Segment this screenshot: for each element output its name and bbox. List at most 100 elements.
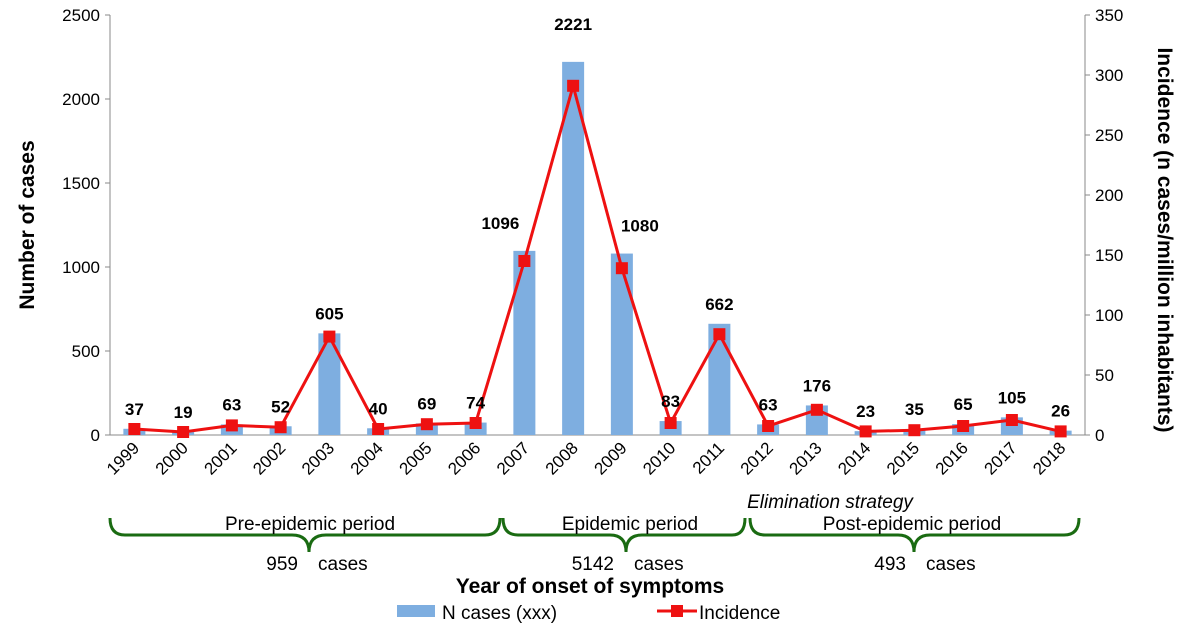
- incidence-marker-2005: [420, 418, 433, 431]
- bar-2011: [708, 323, 731, 435]
- data-label-2011: 662: [705, 295, 733, 314]
- data-label-2014: 23: [856, 402, 875, 421]
- pre-epidemic-label: Pre-epidemic period: [225, 514, 395, 535]
- data-label-1999: 37: [125, 400, 144, 419]
- incidence-marker-2013: [810, 403, 823, 416]
- data-label-2006: 74: [466, 394, 485, 413]
- data-label-2008: 2221: [554, 15, 592, 34]
- epidemic-brace: [501, 517, 747, 553]
- incidence-marker-2010: [664, 417, 677, 429]
- x-axis-ticks: 1999 2000 2001 2002 2003 2004 2005 2006 2007 2008…: [103, 438, 1069, 478]
- legend-line-label: Incidence: [699, 603, 780, 624]
- legend-line-marker: [671, 605, 683, 617]
- y-tick-label: 1000: [62, 258, 100, 277]
- incidence-marker-2011: [713, 328, 726, 341]
- incidence-marker-2018: [1054, 425, 1067, 438]
- pre-epidemic-unit: cases: [318, 554, 368, 575]
- y-tick-label: 500: [72, 342, 100, 361]
- y2-axis-ticks: 0 50 100 150 200 250 300 350: [1085, 6, 1123, 445]
- data-label-2001: 63: [222, 395, 241, 414]
- epidemic-label: Epidemic period: [562, 514, 698, 535]
- bar-2009: [610, 253, 633, 435]
- x-tick-label: 2015: [883, 438, 923, 478]
- data-label-2000: 19: [174, 403, 193, 422]
- x-tick-label: 2009: [591, 438, 631, 478]
- incidence-marker-2004: [372, 423, 385, 435]
- x-tick-label: 2005: [396, 438, 436, 478]
- x-tick-label: 2011: [689, 438, 728, 477]
- incidence-marker-2003: [323, 330, 336, 343]
- y-tick-label: 2000: [62, 90, 100, 109]
- y2-tick-label: 100: [1095, 306, 1123, 325]
- x-tick-label: 2004: [347, 438, 387, 478]
- data-label-2004: 40: [369, 399, 388, 418]
- incidence-marker-2012: [762, 420, 775, 432]
- x-tick-label: 2013: [786, 438, 826, 478]
- incidence-marker-2016: [957, 420, 970, 432]
- y2-tick-label: 200: [1095, 186, 1123, 205]
- y2-tick-label: 150: [1095, 246, 1123, 265]
- data-label-2016: 65: [954, 395, 973, 414]
- incidence-marker-2008: [567, 79, 580, 92]
- x-tick-label: 2008: [542, 438, 582, 478]
- incidence-marker-2000: [177, 426, 190, 438]
- incidence-marker-2014: [859, 425, 872, 438]
- incidence-marker-2017: [1005, 414, 1018, 426]
- y2-tick-label: 0: [1095, 426, 1104, 445]
- bar-series: [123, 61, 1072, 435]
- y-tick-label: 2500: [62, 6, 100, 25]
- x-tick-label: 2016: [932, 438, 972, 478]
- x-tick-label: 2007: [493, 438, 533, 478]
- y-tick-label: 1500: [62, 174, 100, 193]
- bar-2003: [318, 333, 341, 435]
- x-tick-label: 2014: [834, 438, 874, 478]
- post-epidemic-unit: cases: [926, 554, 976, 575]
- pre-epidemic-brace: [108, 517, 502, 553]
- y-axis-ticks: 0 500 1000 1500 2000 2500: [62, 6, 110, 445]
- pre-epidemic-count: 959: [266, 554, 298, 575]
- x-tick-label: 2003: [298, 438, 338, 478]
- x-tick-label: 1999: [103, 438, 143, 478]
- data-label-2010: 83: [661, 392, 680, 411]
- x-tick-label: 2018: [1029, 438, 1069, 478]
- legend: N cases (xxx) Incidence: [397, 603, 780, 624]
- data-label-2012: 63: [759, 395, 778, 414]
- x-tick-label: 2010: [639, 438, 679, 478]
- bar-2008: [562, 61, 585, 435]
- data-label-2002: 52: [271, 397, 290, 416]
- x-tick-label: 2001: [201, 438, 241, 478]
- data-label-2003: 605: [315, 304, 343, 323]
- incidence-marker-2007: [518, 255, 531, 267]
- epidemic-unit: cases: [634, 554, 684, 575]
- data-label-2005: 69: [417, 394, 436, 413]
- post-epidemic-brace: [748, 517, 1081, 553]
- x-tick-label: 2002: [249, 438, 289, 478]
- data-label-2015: 35: [905, 400, 924, 419]
- data-label-2009: 1080: [621, 217, 659, 236]
- incidence-marker-2001: [225, 419, 238, 432]
- data-label-2018: 26: [1051, 402, 1070, 421]
- x-axis-title: Year of onset of symptoms: [456, 575, 724, 598]
- incidence-marker-2009: [615, 262, 628, 275]
- x-tick-label: 2000: [152, 438, 192, 478]
- y2-tick-label: 50: [1095, 366, 1114, 385]
- epidemic-count: 5142: [572, 554, 614, 575]
- x-tick-label: 2012: [737, 438, 777, 478]
- data-labels: 37 19 63 52 605 40 69 74 1096 2221 1080 83 662 63 176 2…: [125, 15, 1070, 422]
- y2-tick-label: 250: [1095, 126, 1123, 145]
- y2-axis-title: Incidence (n cases/million inhabitants): [1153, 47, 1176, 432]
- incidence-marker-2015: [908, 424, 921, 437]
- x-tick-label: 2017: [981, 438, 1021, 478]
- data-label-2013: 176: [803, 376, 831, 395]
- incidence-marker-1999: [128, 423, 141, 435]
- data-label-2017: 105: [998, 388, 1026, 407]
- x-tick-label: 2006: [444, 438, 484, 478]
- y2-tick-label: 350: [1095, 6, 1123, 25]
- y2-tick-label: 300: [1095, 66, 1123, 85]
- legend-bar-swatch: [397, 605, 435, 617]
- incidence-series: [128, 79, 1067, 438]
- strategy-label: Elimination strategy: [747, 492, 914, 513]
- legend-bar-label: N cases (xxx): [442, 603, 557, 624]
- incidence-marker-2002: [274, 421, 287, 434]
- incidence-line: [134, 80, 1061, 434]
